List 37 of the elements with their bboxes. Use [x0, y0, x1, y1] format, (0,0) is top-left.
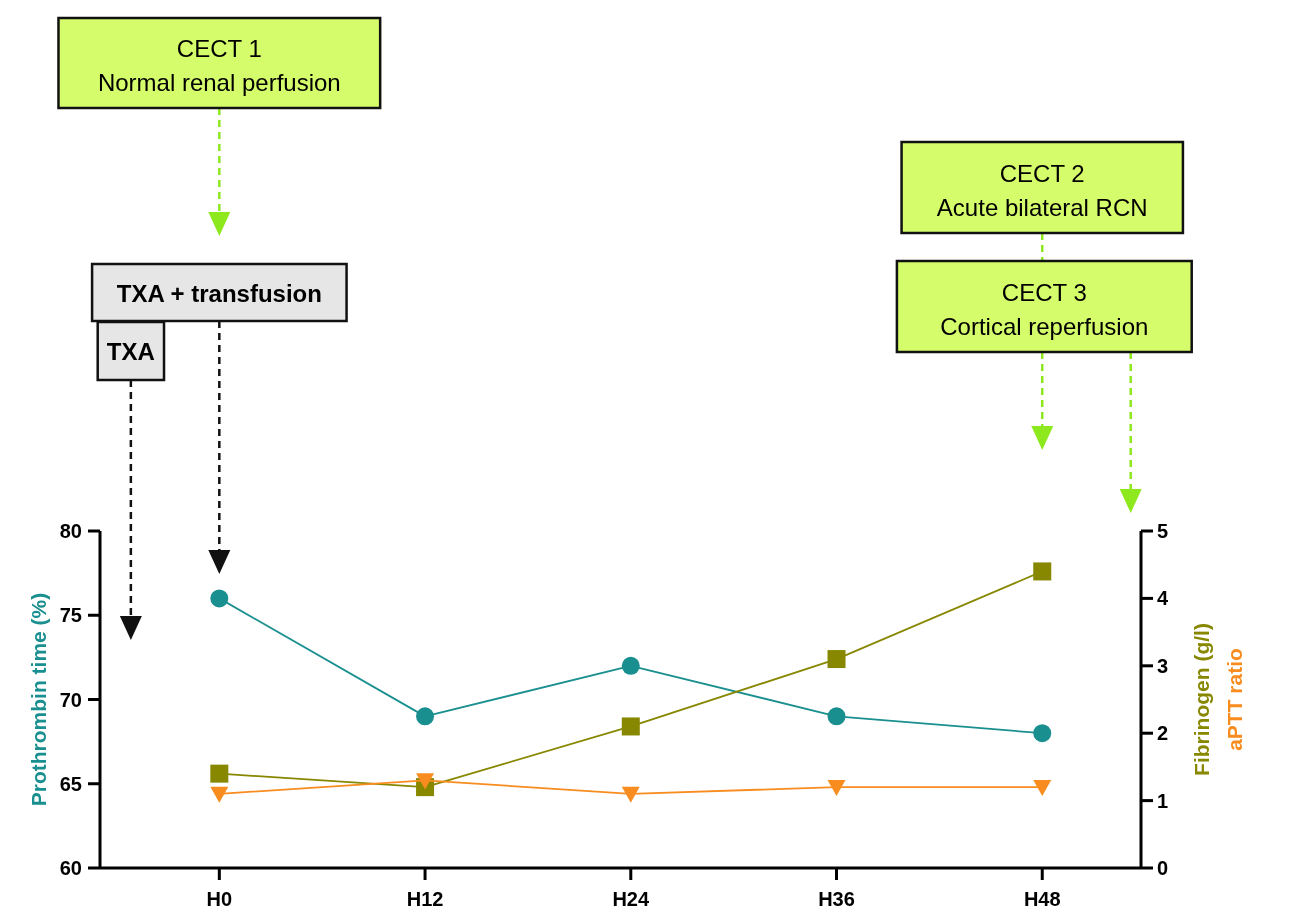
x-tick-label: H0	[206, 888, 233, 910]
y-tick-label: 75	[59, 604, 82, 627]
point	[1033, 779, 1052, 797]
y-tick-label: 60	[59, 857, 82, 879]
text: TXA	[106, 337, 155, 365]
text: CECT 1 Normal renal perfusion	[97, 34, 341, 96]
y2-tick-label: 1	[1157, 789, 1169, 812]
point	[621, 717, 640, 736]
point	[827, 650, 846, 669]
point	[621, 656, 640, 675]
y-tick-label: 80	[59, 520, 82, 542]
point	[210, 786, 229, 803]
x-tick-label: H24	[612, 888, 650, 910]
y-tick-label: 65	[59, 772, 82, 795]
text: CECT 3 Cortical reperfusion	[940, 278, 1149, 339]
point	[1033, 562, 1052, 581]
point	[210, 764, 229, 783]
text: TXA + transfusion	[116, 279, 322, 306]
y2-tick-label: 4	[1157, 587, 1169, 610]
point	[827, 779, 846, 797]
point	[210, 589, 229, 608]
y-axis-title: Prothrombin time (%)	[26, 592, 50, 807]
x-tick-label: H36	[818, 888, 855, 910]
point	[416, 773, 435, 790]
y2-axis-title: Fibrinogen (g/l) aPTT ratio	[1189, 623, 1246, 776]
y2-tick-label: 3	[1157, 654, 1169, 677]
y-tick-label: 70	[59, 688, 82, 711]
y2-tick-label: 5	[1157, 520, 1169, 542]
y2-tick-label: 2	[1157, 722, 1169, 745]
x-tick-label: H12	[406, 888, 444, 910]
text: CECT 2 Acute bilateral RCN	[936, 159, 1148, 220]
point	[621, 786, 640, 803]
point	[416, 707, 435, 726]
point	[827, 707, 846, 726]
point	[1033, 724, 1052, 743]
y2-tick-label: 0	[1157, 857, 1169, 879]
x-tick-label: H48	[1023, 888, 1061, 910]
